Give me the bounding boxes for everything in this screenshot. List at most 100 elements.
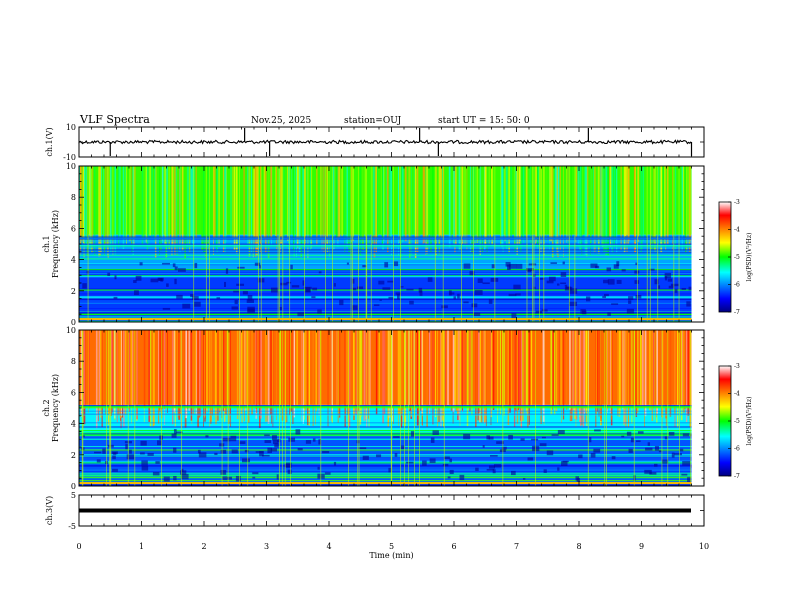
- figure-title: VLF Spectra: [79, 113, 150, 126]
- burst-streak: [185, 330, 188, 419]
- low-noise-patch: [387, 280, 394, 283]
- burst-streak: [569, 330, 571, 410]
- burst-streak: [91, 166, 93, 254]
- burst-streak: [623, 330, 625, 426]
- station-label: station=OUJ: [344, 116, 402, 126]
- y-tick-label: 5: [71, 491, 76, 500]
- low-noise-patch: [312, 438, 316, 442]
- low-noise-patch: [394, 261, 399, 267]
- burst-streak: [251, 330, 253, 415]
- burst-streak: [298, 166, 301, 253]
- burst-streak: [607, 330, 608, 410]
- burst-streak: [427, 166, 429, 250]
- low-noise-patch: [501, 446, 507, 450]
- sferic-line: [543, 166, 545, 322]
- burst-streak: [587, 166, 589, 237]
- burst-streak: [128, 330, 131, 412]
- burst-streak: [338, 330, 341, 418]
- burst-streak: [471, 166, 474, 252]
- burst-streak: [214, 330, 217, 417]
- low-noise-patch: [322, 451, 330, 454]
- low-noise-patch: [550, 262, 557, 264]
- y-tick-label: 6: [71, 224, 76, 233]
- low-noise-patch: [681, 287, 686, 290]
- low-noise-patch: [453, 296, 456, 300]
- burst-streak: [283, 166, 285, 237]
- low-noise-patch: [393, 436, 400, 438]
- low-noise-patch: [113, 296, 118, 299]
- low-noise-patch: [486, 468, 495, 471]
- burst-streak: [280, 330, 282, 407]
- colorbar-tick-label: -6: [734, 282, 740, 289]
- burst-streak: [316, 330, 317, 412]
- low-noise-patch: [562, 261, 565, 265]
- narrowband-line: [79, 405, 692, 407]
- sferic-line: [419, 330, 420, 486]
- low-noise-patch: [634, 280, 640, 284]
- burst-streak: [203, 330, 204, 427]
- burst-streak: [347, 330, 349, 425]
- burst-streak: [154, 166, 157, 258]
- burst-streak: [146, 166, 149, 251]
- burst-streak: [584, 330, 586, 415]
- burst-streak: [413, 166, 415, 236]
- x-tick-label: 9: [639, 542, 644, 551]
- low-noise-patch: [621, 269, 626, 272]
- burst-streak: [189, 166, 191, 240]
- low-noise-patch: [626, 431, 632, 436]
- burst-streak: [618, 330, 621, 417]
- burst-streak: [411, 166, 413, 256]
- colorbar-label: log(PSD)(V²/Hz): [746, 233, 753, 282]
- y-tick-label: 10: [66, 123, 76, 132]
- burst-streak: [345, 330, 347, 414]
- sferic-line: [393, 166, 394, 322]
- burst-streak: [149, 330, 152, 427]
- narrowband-line: [79, 449, 692, 451]
- burst-streak: [444, 330, 447, 407]
- burst-streak: [153, 330, 155, 426]
- narrowband-line: [79, 244, 692, 246]
- colorbar-label: log(PSD)(V²/Hz): [746, 397, 753, 446]
- burst-streak: [353, 330, 355, 416]
- sferic-line: [678, 166, 680, 322]
- burst-streak: [148, 330, 151, 422]
- low-noise-patch: [333, 283, 336, 287]
- low-noise-patch: [388, 296, 394, 299]
- burst-streak: [307, 330, 309, 426]
- burst-streak: [610, 330, 612, 407]
- sferic-line: [649, 166, 651, 322]
- sferic-line: [284, 330, 286, 486]
- burst-streak: [163, 330, 166, 409]
- burst-streak: [562, 330, 565, 420]
- low-noise-patch: [449, 458, 452, 463]
- low-noise-patch: [259, 451, 264, 457]
- low-noise-patch: [682, 461, 691, 466]
- narrowband-line: [79, 431, 692, 433]
- low-noise-patch: [318, 439, 322, 445]
- low-noise-patch: [526, 268, 534, 272]
- low-noise-patch: [628, 296, 634, 301]
- sferic-line: [443, 330, 445, 486]
- sferic-line: [161, 330, 162, 486]
- burst-streak: [293, 330, 296, 418]
- narrowband-line: [79, 465, 692, 467]
- low-noise-patch: [533, 286, 536, 290]
- burst-streak: [413, 330, 415, 410]
- low-noise-patch: [654, 463, 658, 467]
- low-noise-patch: [561, 461, 568, 466]
- burst-streak: [79, 166, 81, 237]
- burst-streak: [131, 330, 133, 424]
- low-noise-patch: [410, 431, 415, 437]
- burst-streak: [102, 330, 105, 407]
- low-noise-patch: [510, 470, 516, 476]
- burst-streak: [613, 166, 616, 246]
- burst-streak: [145, 166, 147, 243]
- low-noise-patch: [140, 452, 145, 455]
- burst-streak: [171, 330, 174, 425]
- narrowband-line: [79, 289, 692, 291]
- burst-streak: [468, 330, 470, 410]
- burst-streak: [241, 330, 243, 424]
- sferic-line: [239, 166, 240, 322]
- low-noise-patch: [400, 445, 405, 450]
- x-tick-label: 4: [326, 542, 331, 551]
